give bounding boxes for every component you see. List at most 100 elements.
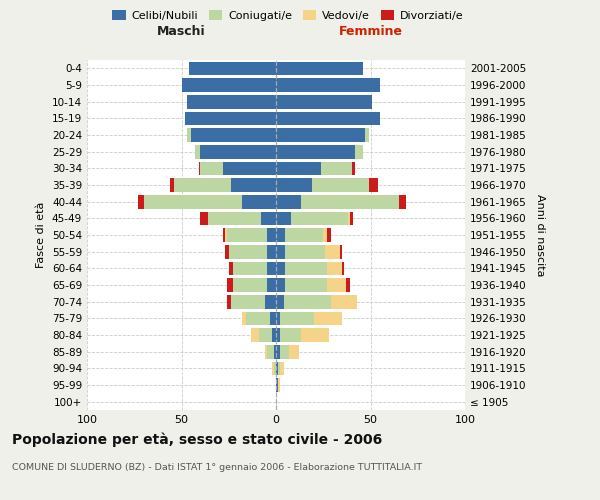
Bar [274, 362, 276, 375]
Bar [276, 378, 278, 392]
Bar [327, 262, 342, 275]
Bar [227, 228, 266, 242]
Bar [276, 178, 312, 192]
Bar [280, 312, 314, 325]
Bar [286, 245, 325, 258]
Bar [286, 278, 327, 292]
Bar [276, 212, 291, 225]
Bar [291, 212, 348, 225]
Bar [278, 362, 280, 375]
Bar [229, 262, 233, 275]
Bar [227, 295, 230, 308]
Bar [276, 95, 373, 108]
Bar [200, 162, 223, 175]
Bar [348, 212, 350, 225]
Bar [276, 112, 380, 125]
Bar [138, 195, 144, 208]
Bar [276, 328, 280, 342]
Text: Popolazione per età, sesso e stato civile - 2006: Popolazione per età, sesso e stato civil… [12, 432, 382, 447]
Bar [274, 345, 276, 358]
Y-axis label: Fasce di età: Fasce di età [37, 202, 46, 268]
Bar [189, 62, 276, 75]
Bar [266, 262, 276, 275]
Bar [368, 178, 378, 192]
Bar [230, 295, 265, 308]
Bar [399, 195, 406, 208]
Bar [272, 362, 274, 375]
Bar [276, 278, 286, 292]
Bar [242, 312, 246, 325]
Bar [191, 128, 276, 142]
Bar [170, 178, 174, 192]
Bar [342, 262, 344, 275]
Bar [340, 245, 342, 258]
Bar [286, 228, 323, 242]
Bar [266, 278, 276, 292]
Bar [276, 128, 365, 142]
Bar [144, 195, 242, 208]
Bar [227, 278, 233, 292]
Bar [233, 278, 266, 292]
Bar [352, 162, 355, 175]
Bar [266, 345, 274, 358]
Bar [284, 295, 331, 308]
Bar [182, 78, 276, 92]
Bar [301, 195, 399, 208]
Bar [251, 328, 259, 342]
Bar [266, 245, 276, 258]
Bar [200, 145, 276, 158]
Bar [280, 345, 289, 358]
Bar [331, 295, 357, 308]
Bar [223, 162, 276, 175]
Bar [276, 345, 280, 358]
Bar [346, 278, 350, 292]
Bar [230, 178, 276, 192]
Bar [325, 245, 340, 258]
Text: Maschi: Maschi [157, 24, 206, 38]
Bar [225, 228, 227, 242]
Bar [266, 228, 276, 242]
Y-axis label: Anni di nascita: Anni di nascita [535, 194, 545, 276]
Text: Femmine: Femmine [338, 24, 403, 38]
Bar [174, 178, 230, 192]
Legend: Celibi/Nubili, Coniugati/e, Vedovi/e, Divorziati/e: Celibi/Nubili, Coniugati/e, Vedovi/e, Di… [108, 6, 468, 25]
Bar [223, 228, 225, 242]
Bar [365, 128, 368, 142]
Bar [259, 328, 272, 342]
Bar [322, 162, 352, 175]
Bar [276, 362, 278, 375]
Bar [276, 145, 355, 158]
Bar [286, 262, 327, 275]
Bar [323, 228, 327, 242]
Bar [208, 212, 261, 225]
Bar [233, 262, 266, 275]
Bar [289, 345, 299, 358]
Bar [276, 228, 286, 242]
Bar [276, 78, 380, 92]
Bar [276, 295, 284, 308]
Bar [276, 245, 286, 258]
Bar [327, 278, 346, 292]
Bar [312, 178, 368, 192]
Bar [276, 162, 322, 175]
Bar [280, 362, 284, 375]
Bar [350, 212, 353, 225]
Bar [276, 195, 301, 208]
Bar [195, 145, 200, 158]
Text: COMUNE DI SLUDERNO (BZ) - Dati ISTAT 1° gennaio 2006 - Elaborazione TUTTITALIA.I: COMUNE DI SLUDERNO (BZ) - Dati ISTAT 1° … [12, 462, 422, 471]
Bar [265, 295, 276, 308]
Bar [355, 145, 363, 158]
Bar [314, 312, 342, 325]
Bar [199, 162, 200, 175]
Bar [246, 312, 271, 325]
Bar [261, 212, 276, 225]
Bar [265, 345, 266, 358]
Bar [272, 328, 276, 342]
Bar [242, 195, 276, 208]
Bar [278, 378, 280, 392]
Bar [185, 112, 276, 125]
Bar [225, 245, 229, 258]
Bar [187, 95, 276, 108]
Bar [276, 262, 286, 275]
Bar [271, 312, 276, 325]
